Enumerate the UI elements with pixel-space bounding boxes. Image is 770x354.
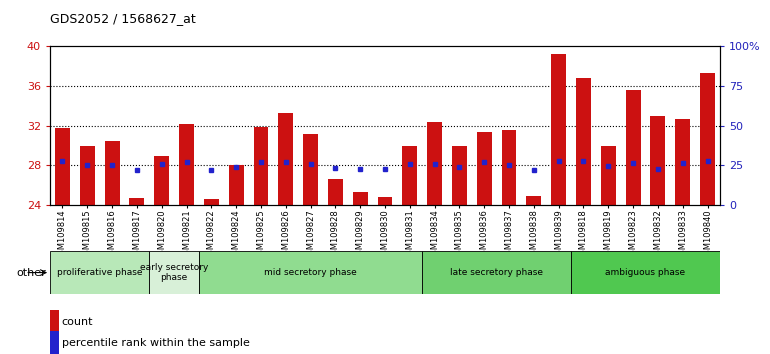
- Bar: [105, 141, 119, 205]
- Bar: [55, 128, 70, 205]
- Bar: [229, 166, 243, 205]
- Text: count: count: [62, 317, 93, 327]
- Bar: [601, 145, 616, 205]
- Bar: [80, 145, 95, 205]
- Text: ambiguous phase: ambiguous phase: [605, 268, 685, 277]
- Text: GDS2052 / 1568627_at: GDS2052 / 1568627_at: [50, 12, 196, 25]
- Bar: [50, 251, 149, 294]
- Bar: [377, 198, 393, 205]
- Bar: [571, 251, 720, 294]
- Bar: [353, 192, 367, 205]
- Bar: [199, 251, 422, 294]
- Bar: [651, 116, 665, 205]
- Text: late secretory phase: late secretory phase: [450, 268, 543, 277]
- Text: other: other: [16, 268, 46, 278]
- Bar: [501, 130, 517, 205]
- Bar: [129, 198, 144, 205]
- Bar: [700, 73, 715, 205]
- Bar: [149, 251, 199, 294]
- Bar: [675, 119, 690, 205]
- Bar: [576, 78, 591, 205]
- Bar: [179, 124, 194, 205]
- Text: early secretory
phase: early secretory phase: [140, 263, 209, 282]
- Bar: [427, 122, 442, 205]
- Bar: [253, 127, 269, 205]
- Bar: [204, 199, 219, 205]
- Bar: [403, 145, 417, 205]
- Bar: [527, 196, 541, 205]
- Bar: [452, 145, 467, 205]
- Bar: [328, 179, 343, 205]
- Text: percentile rank within the sample: percentile rank within the sample: [62, 338, 249, 348]
- Bar: [477, 132, 492, 205]
- Bar: [154, 155, 169, 205]
- Bar: [278, 113, 293, 205]
- Bar: [551, 54, 566, 205]
- Bar: [422, 251, 571, 294]
- Bar: [303, 133, 318, 205]
- Text: proliferative phase: proliferative phase: [57, 268, 142, 277]
- Bar: [626, 90, 641, 205]
- Text: mid secretory phase: mid secretory phase: [264, 268, 357, 277]
